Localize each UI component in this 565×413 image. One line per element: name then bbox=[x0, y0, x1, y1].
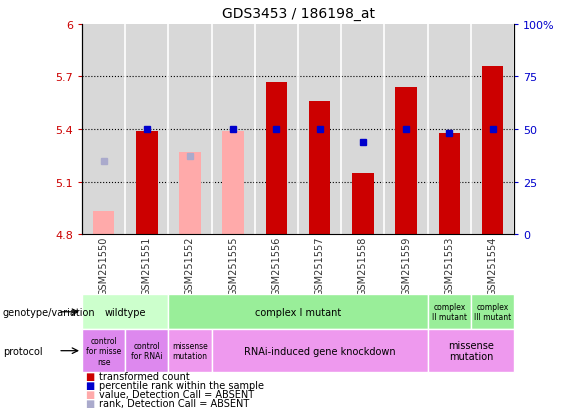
Bar bbox=[179, 152, 201, 235]
Bar bbox=[93, 212, 114, 235]
Bar bbox=[482, 67, 503, 235]
Text: control
for RNAi: control for RNAi bbox=[131, 341, 163, 361]
Text: control
for misse
nse: control for misse nse bbox=[86, 336, 121, 366]
Text: percentile rank within the sample: percentile rank within the sample bbox=[99, 380, 264, 390]
Title: GDS3453 / 186198_at: GDS3453 / 186198_at bbox=[221, 7, 375, 21]
Text: ■: ■ bbox=[85, 398, 94, 408]
Bar bbox=[428, 330, 514, 372]
Bar bbox=[82, 294, 168, 330]
Text: complex I mutant: complex I mutant bbox=[255, 307, 341, 317]
Text: missense
mutation: missense mutation bbox=[172, 341, 208, 361]
Text: genotype/variation: genotype/variation bbox=[3, 307, 95, 317]
Bar bbox=[125, 330, 168, 372]
Text: wildtype: wildtype bbox=[105, 307, 146, 317]
Bar bbox=[309, 102, 331, 235]
Text: rank, Detection Call = ABSENT: rank, Detection Call = ABSENT bbox=[99, 398, 249, 408]
Bar bbox=[168, 330, 211, 372]
Text: protocol: protocol bbox=[3, 346, 42, 356]
Bar bbox=[352, 173, 373, 235]
Bar bbox=[266, 83, 287, 235]
Text: complex
II mutant: complex II mutant bbox=[432, 302, 467, 322]
Text: RNAi-induced gene knockdown: RNAi-induced gene knockdown bbox=[244, 346, 396, 356]
Bar bbox=[471, 294, 514, 330]
Text: transformed count: transformed count bbox=[99, 371, 190, 381]
Bar bbox=[168, 294, 428, 330]
Bar bbox=[438, 133, 460, 235]
Bar bbox=[428, 294, 471, 330]
Bar bbox=[396, 88, 417, 235]
Bar bbox=[223, 131, 244, 235]
Bar bbox=[136, 131, 158, 235]
Bar bbox=[211, 330, 428, 372]
Text: missense
mutation: missense mutation bbox=[448, 340, 494, 362]
Text: ■: ■ bbox=[85, 371, 94, 381]
Text: value, Detection Call = ABSENT: value, Detection Call = ABSENT bbox=[99, 389, 254, 399]
Text: ■: ■ bbox=[85, 380, 94, 390]
Text: complex
III mutant: complex III mutant bbox=[474, 302, 511, 322]
Text: ■: ■ bbox=[85, 389, 94, 399]
Bar bbox=[82, 330, 125, 372]
